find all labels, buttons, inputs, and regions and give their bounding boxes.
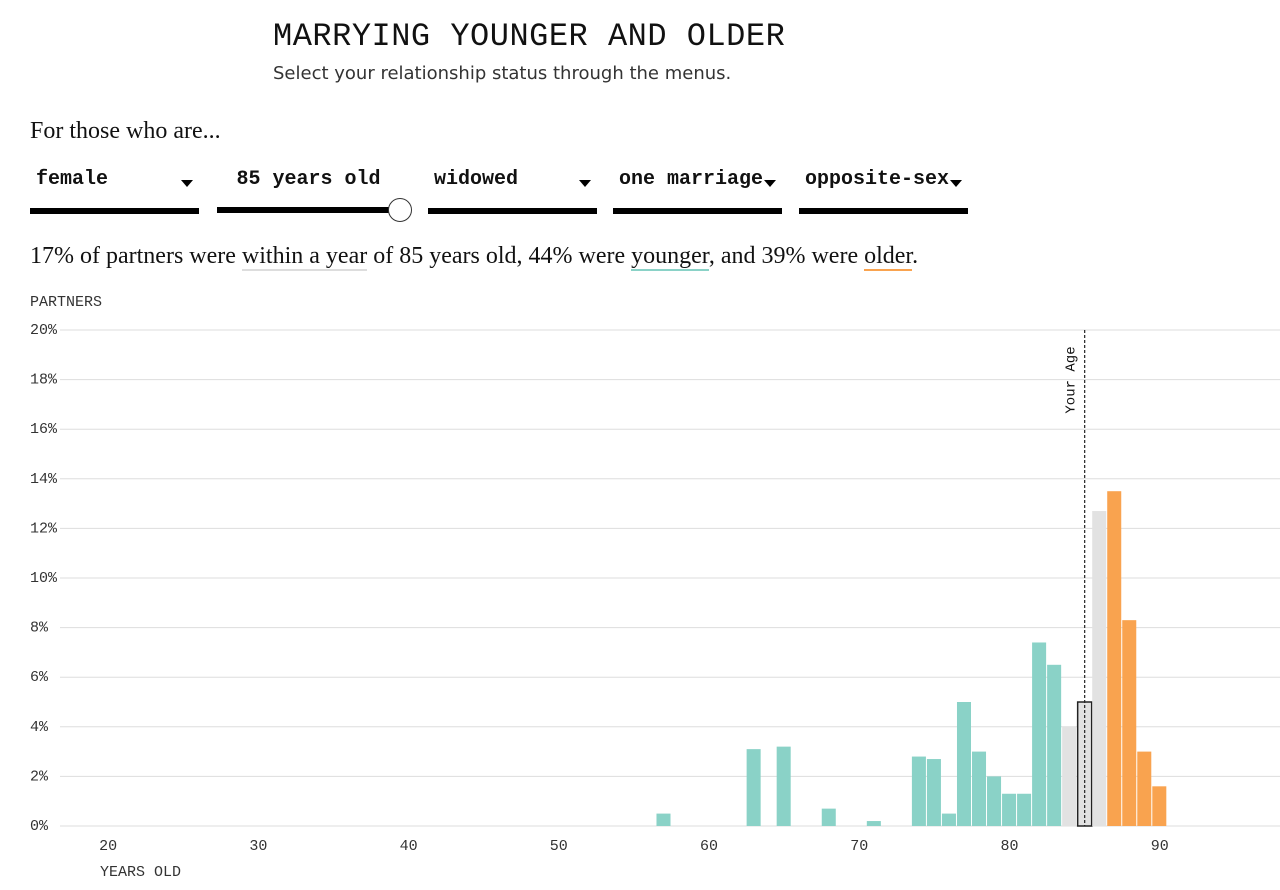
bar (1107, 491, 1122, 826)
summary-sentence: 17% of partners were within a year of 85… (30, 243, 919, 271)
summary-part: . (912, 243, 919, 269)
x-tick-label: 40 (400, 838, 418, 855)
bar (1137, 751, 1152, 826)
x-tick-label: 60 (700, 838, 718, 855)
x-tick-label: 90 (1151, 838, 1169, 855)
x-tick-label: 50 (550, 838, 568, 855)
slider-thumb[interactable] (388, 198, 412, 222)
dropdown-value: one marriage (619, 168, 764, 191)
dropdown-value: opposite-sex (805, 168, 950, 191)
age-slider[interactable]: 85 years old (217, 166, 412, 222)
chart: PARTNERS YEARS OLD 0% 2% 4% 6% 8% 10% 12% 14% 16… (30, 294, 1280, 881)
bar (1017, 793, 1032, 826)
bar (1092, 511, 1107, 826)
bar (1002, 793, 1017, 826)
bar (1122, 620, 1137, 826)
x-axis-title: YEARS OLD (100, 864, 181, 881)
gender-dropdown[interactable]: female (30, 166, 199, 214)
bar (776, 746, 791, 826)
y-tick-label: 18% (30, 372, 58, 389)
y-tick-label: 8% (30, 620, 49, 637)
y-tick-label: 20% (30, 322, 58, 339)
partner-dropdown[interactable]: opposite-sex (799, 166, 968, 214)
y-tick-label: 0% (30, 818, 49, 835)
y-axis-title: PARTNERS (30, 294, 102, 311)
bar (1047, 664, 1062, 826)
page-subtitle: Select your relationship status through … (273, 63, 732, 84)
bar (656, 813, 671, 826)
bar (971, 751, 987, 826)
marriages-dropdown[interactable]: one marriage (613, 166, 782, 214)
summary-part: within a year (241, 243, 368, 271)
y-tick-label: 6% (30, 669, 49, 686)
bar (1152, 786, 1167, 826)
prompt: For those who are... (30, 118, 221, 144)
summary-part: of 85 years old, 44% were (367, 243, 632, 269)
bar (821, 808, 836, 826)
your-age-label: Your Age (1063, 346, 1079, 413)
x-tick-label: 80 (1001, 838, 1019, 855)
summary-part: younger (631, 243, 709, 271)
y-tick-label: 4% (30, 719, 49, 736)
bar (866, 821, 881, 826)
slider-value: 85 years old (236, 168, 381, 191)
x-tick-label: 20 (99, 838, 117, 855)
status-dropdown[interactable]: widowed (428, 166, 597, 214)
y-tick-label: 16% (30, 421, 58, 438)
bar (1032, 642, 1047, 826)
slider-track (217, 207, 393, 213)
bar (746, 749, 761, 826)
bar (987, 776, 1002, 826)
bar (941, 813, 956, 826)
summary-part: older (864, 243, 913, 271)
x-tick-label: 30 (249, 838, 267, 855)
bar (956, 702, 971, 826)
bar (911, 756, 926, 826)
y-tick-label: 12% (30, 520, 58, 537)
dropdown-value: widowed (434, 168, 519, 191)
summary-part: , and 39% were (708, 243, 865, 269)
bar (926, 759, 941, 826)
x-tick-label: 70 (850, 838, 868, 855)
page-title: MARRYING YOUNGER AND OLDER (273, 18, 786, 55)
bar (1062, 726, 1077, 826)
y-tick-label: 14% (30, 471, 58, 488)
dropdown-value: female (36, 168, 109, 191)
summary-part: 17% of partners were (30, 243, 242, 269)
y-tick-label: 10% (30, 570, 58, 587)
y-tick-label: 2% (30, 768, 49, 785)
